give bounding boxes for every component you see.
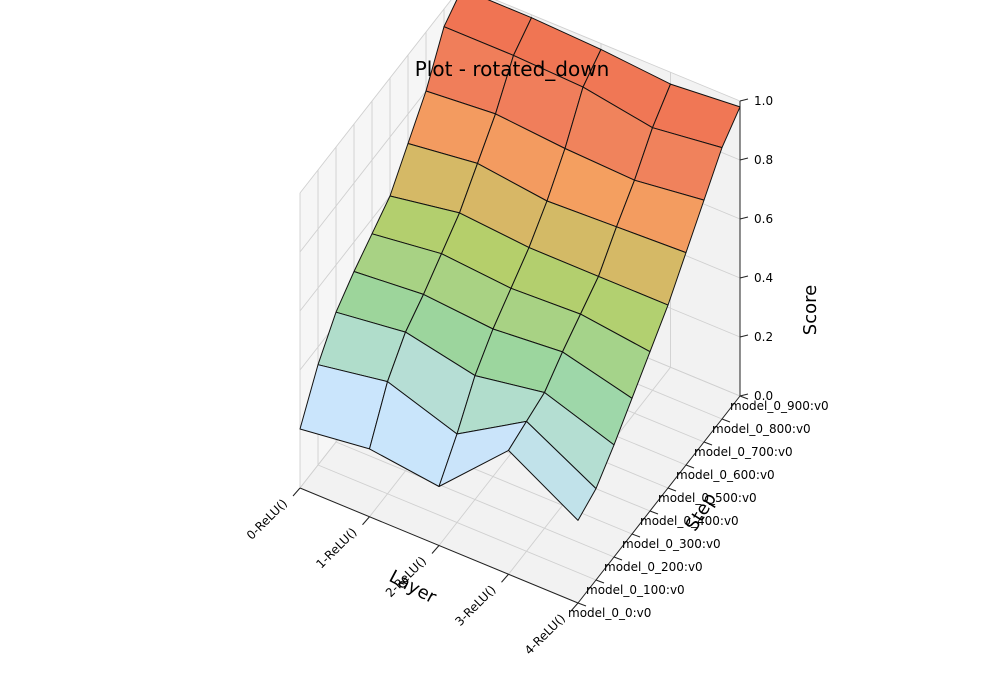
z-tick-label: 1.0 bbox=[754, 94, 773, 108]
z-axis-label: Score bbox=[800, 285, 821, 335]
y-tick-label: model_0_900:v0 bbox=[730, 399, 829, 413]
z-tick-label: 0.6 bbox=[754, 212, 773, 226]
x-tick-mark bbox=[570, 602, 579, 612]
z-tick-label: 0.2 bbox=[754, 330, 773, 344]
y-tick-mark bbox=[721, 418, 731, 423]
y-tick-mark bbox=[631, 533, 641, 538]
x-tick-mark bbox=[292, 487, 301, 497]
z-grid-line bbox=[299, 0, 741, 194]
x-tick-label: 0-ReLU() bbox=[244, 496, 290, 542]
z-tick-label: 0.4 bbox=[754, 271, 773, 285]
x-tick-label: 4-ReLU() bbox=[522, 611, 568, 657]
z-tick-label: 0.0 bbox=[754, 389, 773, 403]
x-tick-mark bbox=[362, 516, 370, 526]
x-tick-label: 1-ReLU() bbox=[313, 525, 359, 571]
x-tick-mark bbox=[501, 573, 509, 583]
z-tick-mark bbox=[739, 334, 749, 338]
chart-title: Plot - rotated_down bbox=[415, 57, 610, 81]
y-tick-label: model_0_200:v0 bbox=[604, 560, 703, 574]
y-tick-mark bbox=[595, 579, 605, 584]
y-tick-mark bbox=[613, 556, 623, 561]
y-tick-mark bbox=[649, 510, 659, 515]
y-tick-mark bbox=[739, 395, 749, 400]
y-tick-label: model_0_600:v0 bbox=[676, 468, 775, 482]
y-tick-label: model_0_500:v0 bbox=[658, 491, 757, 505]
y-tick-label: model_0_700:v0 bbox=[694, 445, 793, 459]
y-tick-label: model_0_0:v0 bbox=[568, 606, 651, 620]
z-tick-label: 0.8 bbox=[754, 153, 773, 167]
y-tick-mark bbox=[703, 441, 713, 446]
y-tick-mark bbox=[577, 602, 587, 607]
z-tick-mark bbox=[739, 393, 749, 397]
y-tick-label: model_0_400:v0 bbox=[640, 514, 739, 528]
z-tick-mark bbox=[739, 216, 749, 220]
y-tick-label: model_0_300:v0 bbox=[622, 537, 721, 551]
y-axis-line bbox=[577, 395, 741, 604]
y-tick-mark bbox=[667, 487, 677, 492]
z-tick-mark bbox=[739, 157, 749, 161]
x-tick-label: 3-ReLU() bbox=[452, 582, 498, 628]
y-tick-label: model_0_100:v0 bbox=[586, 583, 685, 597]
x-tick-mark bbox=[431, 545, 440, 554]
z-tick-mark bbox=[739, 275, 749, 279]
z-tick-mark bbox=[739, 98, 749, 102]
y-tick-label: model_0_800:v0 bbox=[712, 422, 811, 436]
surface-patch bbox=[508, 420, 597, 521]
y-tick-mark bbox=[685, 464, 695, 469]
surface-mesh bbox=[299, 0, 741, 521]
